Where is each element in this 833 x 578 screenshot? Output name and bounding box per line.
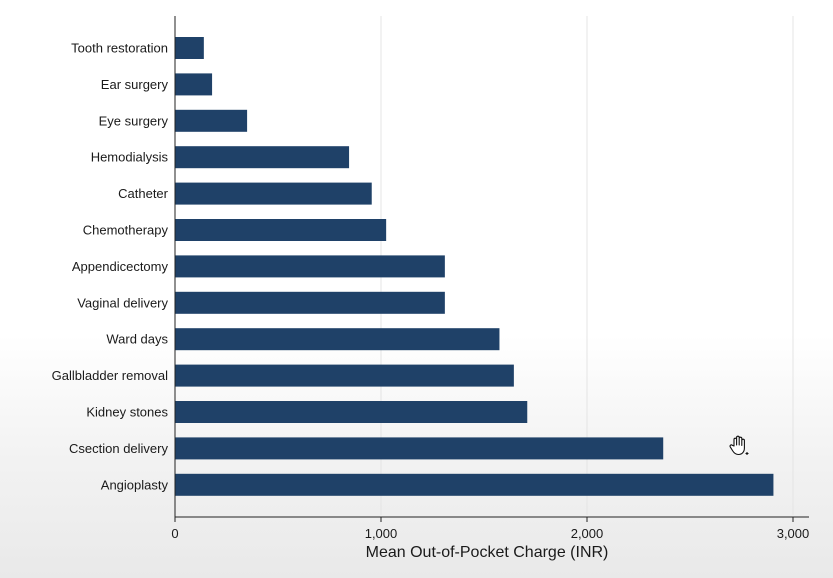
category-label: Catheter — [118, 186, 169, 201]
category-label: Csection delivery — [69, 441, 168, 456]
x-tick-label: 3,000 — [777, 526, 810, 541]
x-tick-labels: 0 1,000 2,000 3,000 — [171, 517, 809, 541]
hand-grab-icon — [729, 435, 749, 456]
category-label: Tooth restoration — [71, 41, 168, 56]
bar — [175, 364, 514, 387]
category-label: Hemodialysis — [91, 150, 169, 165]
category-labels: Tooth restoration Ear surgery Eye surgery H… — [52, 41, 169, 493]
category-label: Ward days — [106, 332, 168, 347]
bar — [175, 37, 204, 59]
category-label: Eye surgery — [99, 113, 169, 128]
category-label: Vaginal delivery — [77, 295, 168, 310]
bar — [175, 255, 445, 278]
bar — [175, 328, 500, 351]
bar — [175, 291, 445, 314]
bars — [175, 37, 774, 496]
x-tick-label: 2,000 — [571, 526, 604, 541]
x-axis-title: Mean Out-of-Pocket Charge (INR) — [366, 544, 609, 561]
category-label: Chemotherapy — [83, 223, 169, 238]
bar — [175, 146, 350, 169]
bar — [175, 182, 372, 205]
axes — [174, 16, 809, 518]
x-tick-label: 1,000 — [365, 526, 398, 541]
x-tick-label: 0 — [171, 526, 178, 541]
bar — [175, 109, 248, 132]
bar — [175, 73, 213, 96]
category-label: Gallbladder removal — [52, 368, 168, 383]
bar — [175, 401, 528, 423]
bar — [175, 437, 664, 460]
bar — [175, 473, 774, 496]
bar — [175, 219, 387, 241]
category-label: Ear surgery — [101, 77, 169, 92]
category-label: Appendicectomy — [72, 259, 169, 274]
category-label: Angioplasty — [101, 477, 169, 492]
category-label: Kidney stones — [86, 405, 168, 420]
